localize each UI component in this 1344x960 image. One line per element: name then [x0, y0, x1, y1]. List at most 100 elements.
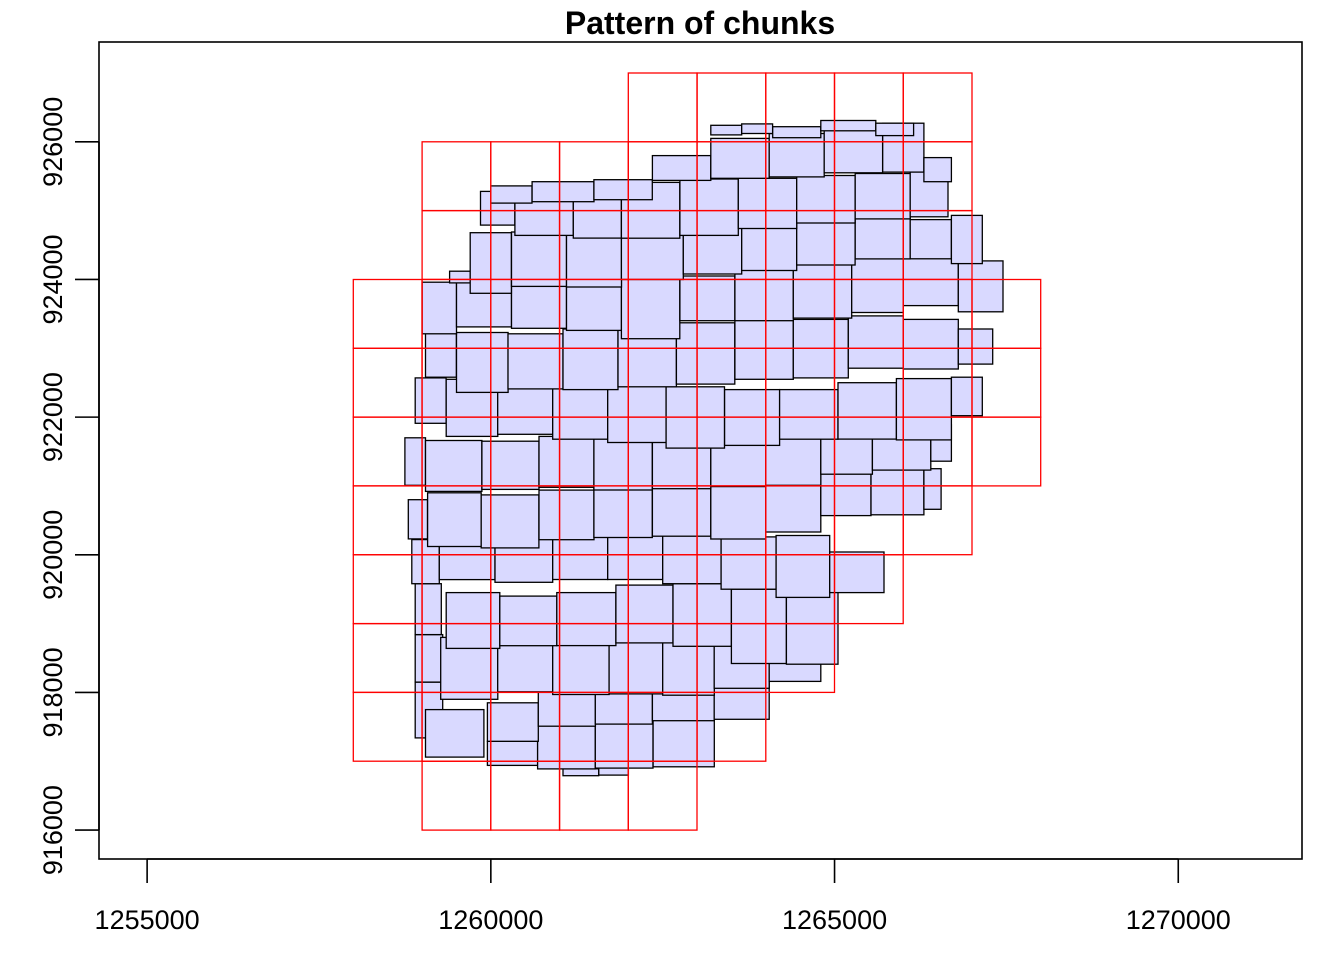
chunk-3	[627, 760, 698, 831]
tile-23	[499, 595, 558, 647]
tile-67	[778, 388, 839, 440]
tile-43	[651, 481, 712, 537]
tile-90	[851, 258, 904, 314]
tile-48	[923, 468, 942, 510]
tile-114	[531, 181, 595, 203]
tile-111	[854, 172, 911, 220]
tile-95	[510, 231, 568, 288]
chunk-1	[490, 760, 561, 831]
tile-121	[923, 156, 953, 183]
tile-47	[870, 462, 925, 516]
tile-70	[950, 376, 983, 417]
tile-44	[710, 483, 767, 540]
tile-74	[562, 328, 619, 391]
chunk-80	[627, 72, 698, 143]
y-axis: 916000 918000 920000 922000 924000 926000	[38, 97, 100, 875]
tile-109	[737, 177, 798, 230]
x-tick-label-3: 1270000	[1126, 905, 1231, 935]
tile-91	[902, 254, 959, 307]
x-tick-label-1: 1260000	[438, 905, 543, 935]
tile-46	[820, 472, 872, 517]
tile-36	[775, 534, 831, 599]
tile-88	[734, 269, 794, 322]
tile-40	[480, 494, 540, 549]
tile-110	[796, 174, 856, 224]
tile-0	[562, 768, 600, 777]
chunk-44	[352, 347, 423, 418]
tile-92	[957, 260, 1004, 313]
tile-99	[741, 221, 798, 272]
chunk-43	[971, 416, 1042, 487]
tile-126	[875, 122, 915, 137]
tile-84	[510, 280, 568, 329]
tile-103	[950, 214, 983, 265]
tile-80	[902, 318, 959, 370]
x-tick-label-0: 1255000	[95, 905, 200, 935]
tile-52	[538, 435, 595, 488]
tile-86	[620, 278, 681, 340]
tile-87	[679, 275, 736, 322]
chunk-10	[352, 622, 423, 694]
tile-24	[556, 591, 617, 647]
y-tick-label-5: 926000	[38, 97, 68, 187]
tile-116	[651, 154, 712, 182]
tile-122	[710, 124, 743, 136]
tile-26	[672, 583, 733, 647]
tile-81	[957, 328, 994, 365]
tile-96	[565, 234, 623, 288]
tile-27	[730, 588, 788, 665]
tile-102	[909, 218, 953, 260]
chunk-0	[421, 760, 492, 831]
chart-title: Pattern of chunks	[565, 5, 835, 41]
tile-7	[424, 708, 485, 758]
tile-5	[652, 718, 715, 768]
chunk-grid-layer	[352, 72, 1042, 831]
tile-17	[608, 637, 664, 695]
tile-64	[607, 385, 667, 444]
tile-68	[837, 382, 898, 440]
tile-79	[847, 315, 904, 369]
tile-101	[854, 214, 911, 260]
tile-124	[772, 126, 822, 139]
y-tick-label-3: 922000	[38, 372, 68, 462]
tile-69	[895, 377, 953, 441]
tile-35	[720, 536, 777, 590]
y-tick-label-4: 924000	[38, 234, 68, 324]
tile-21	[414, 583, 442, 636]
tile-25	[615, 584, 674, 644]
tile-93	[448, 270, 471, 284]
tile-45	[765, 481, 822, 533]
tile-39	[426, 492, 482, 548]
tile-13	[414, 633, 444, 683]
tile-73	[507, 333, 564, 390]
tile-22	[445, 591, 501, 650]
x-tick-label-2: 1265000	[782, 905, 887, 935]
tile-8	[486, 702, 539, 742]
tile-38	[407, 499, 429, 540]
tile-41	[538, 489, 595, 541]
tile-76	[675, 322, 736, 385]
tile-72	[455, 331, 509, 394]
tile-125	[820, 119, 877, 132]
tile-89	[792, 261, 853, 319]
y-tick-label-0: 916000	[38, 785, 68, 875]
chunk-54	[352, 278, 423, 349]
chunk-4	[352, 691, 423, 762]
tile-15	[497, 636, 554, 693]
tile-16	[552, 638, 610, 696]
tile-123	[741, 123, 774, 135]
y-tick-label-1: 918000	[38, 647, 68, 737]
x-axis: 1255000 1260000 1265000 1270000	[95, 858, 1231, 935]
tile-37	[829, 551, 885, 594]
chunk-63	[971, 278, 1042, 349]
tile-77	[734, 318, 794, 380]
tiles-layer	[404, 119, 1004, 777]
tile-119	[823, 126, 884, 174]
tile-117	[710, 137, 770, 179]
tile-113	[490, 185, 533, 204]
tile-118	[768, 132, 825, 178]
tile-108	[679, 178, 739, 237]
tile-82	[421, 281, 458, 335]
tile-3	[536, 724, 596, 770]
tile-100	[796, 216, 856, 266]
